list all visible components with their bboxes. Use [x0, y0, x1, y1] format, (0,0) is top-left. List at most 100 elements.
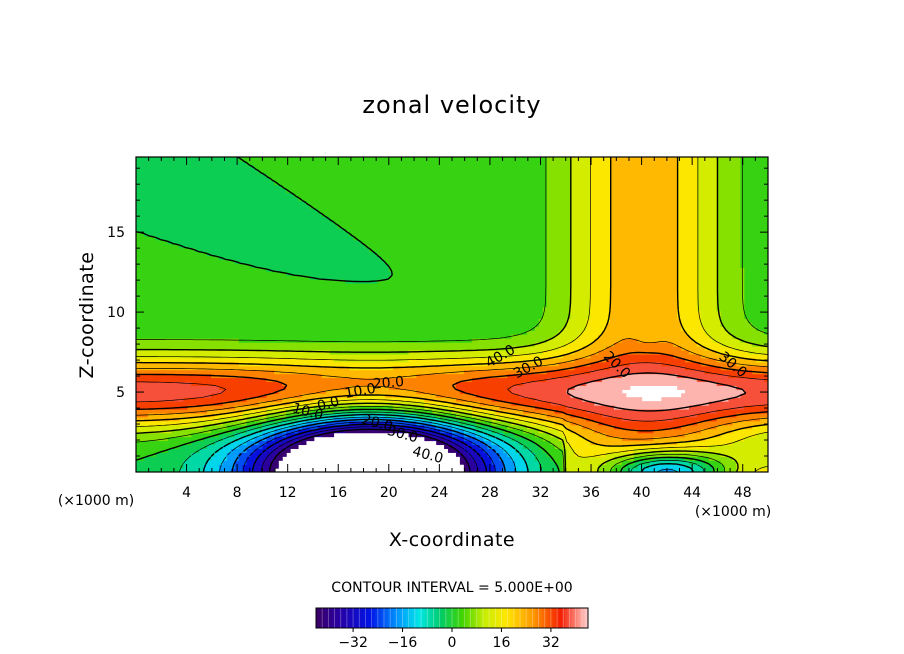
field-cell	[657, 361, 662, 367]
field-cell	[136, 420, 141, 426]
field-cell	[301, 397, 307, 402]
field-cell	[175, 373, 181, 379]
field-cell	[139, 361, 145, 367]
field-cell	[325, 365, 331, 371]
field-cell	[641, 353, 647, 359]
field-cell	[290, 432, 295, 438]
field-cell	[558, 385, 564, 390]
field-cell	[617, 369, 623, 375]
field-cell	[455, 357, 461, 363]
field-cell	[167, 393, 173, 398]
field-cell	[151, 342, 157, 347]
field-cell	[673, 412, 678, 418]
field-cell	[748, 389, 753, 394]
field-cell	[696, 412, 702, 418]
field-cell	[136, 409, 141, 414]
field-cell	[665, 460, 670, 465]
field-cell	[345, 397, 350, 402]
field-cell	[392, 409, 398, 414]
field-cell	[238, 397, 244, 402]
field-cell	[467, 349, 473, 355]
field-cell	[503, 464, 508, 469]
field-cell	[329, 405, 335, 410]
field-cell	[147, 420, 153, 426]
field-cell	[183, 456, 188, 461]
field-cell	[602, 420, 607, 426]
field-cell	[661, 342, 666, 347]
field-cell	[155, 393, 161, 398]
field-cell	[617, 420, 623, 426]
field-cell	[507, 464, 512, 469]
field-cell	[467, 401, 473, 406]
field-cell	[760, 460, 765, 465]
field-cell	[266, 385, 271, 390]
field-cell	[207, 349, 212, 355]
field-cell	[444, 389, 449, 394]
field-cell	[519, 428, 524, 434]
field-cell	[546, 389, 552, 394]
field-cell	[527, 393, 532, 398]
field-cell	[262, 389, 267, 394]
field-cell	[499, 464, 504, 469]
field-cell	[428, 353, 433, 359]
field-cell	[455, 401, 461, 406]
field-cell	[538, 385, 544, 390]
field-cell	[290, 393, 295, 398]
field-cell	[420, 357, 425, 363]
field-cell	[475, 369, 481, 375]
field-cell	[195, 436, 200, 442]
field-cell	[554, 373, 560, 379]
field-cell	[420, 393, 425, 398]
field-cell	[199, 357, 204, 363]
field-cell	[665, 428, 670, 434]
field-cell	[708, 409, 714, 414]
field-cell	[503, 448, 508, 453]
field-cell	[171, 448, 177, 453]
field-cell	[234, 353, 240, 359]
field-cell	[653, 436, 658, 442]
field-cell	[459, 353, 465, 359]
field-cell	[278, 456, 283, 461]
field-cell	[436, 381, 441, 386]
field-cell	[159, 349, 165, 355]
field-cell	[467, 440, 473, 446]
field-cell	[171, 389, 177, 394]
field-cell	[566, 361, 572, 367]
field-cell	[554, 369, 560, 375]
field-cell	[167, 432, 173, 438]
field-cell	[582, 456, 587, 461]
field-cell	[550, 393, 556, 398]
field-cell	[136, 381, 141, 386]
field-cell	[396, 424, 402, 430]
field-cell	[218, 405, 224, 410]
field-cell	[475, 346, 481, 351]
field-cell	[183, 432, 188, 438]
field-cell	[167, 349, 173, 355]
field-cell	[748, 440, 753, 446]
field-cell	[301, 440, 307, 446]
field-cell	[645, 424, 651, 430]
field-cell	[562, 440, 568, 446]
field-cell	[199, 365, 204, 371]
field-cell	[499, 460, 504, 465]
field-cell	[400, 361, 406, 367]
field-cell	[428, 377, 433, 383]
field-cell	[574, 349, 579, 355]
field-cell	[629, 365, 635, 371]
field-cell	[274, 428, 279, 434]
field-cell	[471, 357, 477, 363]
field-cell	[258, 357, 263, 363]
field-cell	[582, 464, 587, 469]
field-cell	[262, 401, 267, 406]
field-cell	[139, 353, 145, 359]
field-cell	[625, 444, 631, 449]
field-cell	[562, 385, 568, 390]
field-cell	[246, 412, 252, 418]
field-cell	[218, 444, 224, 449]
field-cell	[139, 405, 145, 410]
field-cell	[546, 346, 552, 351]
field-cell	[487, 405, 493, 410]
field-cell	[708, 468, 714, 472]
field-cell	[412, 424, 418, 430]
field-cell	[594, 361, 599, 367]
